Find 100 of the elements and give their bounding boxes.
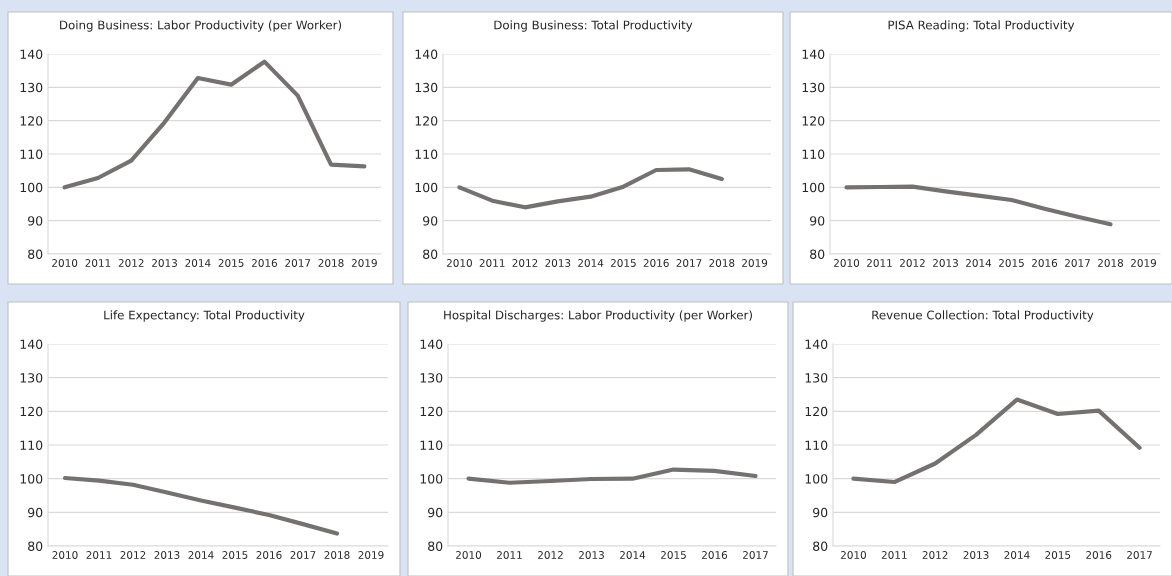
- chart-title: Doing Business: Labor Productivity (per Worker): [60, 20, 342, 32]
- x-tick-label: 2019: [358, 551, 384, 559]
- x-tick-label: 2014: [185, 259, 211, 267]
- x-tick-label: 2013: [154, 551, 180, 559]
- y-tick-label: 140: [420, 339, 443, 349]
- x-tick-label: 2011: [86, 551, 112, 559]
- y-tick-label: 120: [802, 116, 825, 126]
- y-tick-label: 80: [428, 541, 443, 551]
- y-tick-label: 100: [420, 474, 443, 484]
- x-tick-label: 2017: [676, 259, 702, 267]
- y-tick-label: 140: [415, 49, 438, 59]
- x-tick-label: 2017: [1065, 259, 1090, 267]
- line-series: [844, 184, 1113, 227]
- y-tick-label: 130: [805, 373, 828, 383]
- y-tick-label: 100: [20, 182, 43, 193]
- chart-title: PISA Reading: Total Productivity: [888, 20, 1075, 32]
- x-tick-label: 2014: [1004, 551, 1030, 559]
- y-tick-label: 90: [813, 507, 828, 518]
- x-tick-label: 2012: [538, 551, 563, 559]
- y-tick-label: 130: [802, 82, 825, 93]
- line-series: [457, 167, 724, 210]
- x-tick-label: 2018: [1098, 259, 1124, 267]
- x-tick-label: 2019: [742, 259, 768, 267]
- y-tick-label: 110: [415, 149, 438, 159]
- x-tick-label: 2015: [218, 259, 244, 267]
- x-tick-label: 2014: [188, 551, 214, 559]
- x-tick-label: 2012: [900, 259, 925, 267]
- x-tick-label: 2013: [963, 551, 989, 559]
- line-series: [62, 59, 367, 190]
- x-tick-label: 2015: [610, 259, 636, 267]
- x-tick-label: 2011: [881, 551, 907, 559]
- x-tick-label: 2010: [834, 259, 860, 267]
- y-tick-label: 140: [802, 49, 825, 59]
- y-tick-label: 100: [802, 182, 825, 193]
- x-tick-label: 2018: [318, 259, 344, 267]
- x-tick-label: 2011: [867, 259, 892, 267]
- x-tick-label: 2016: [256, 551, 282, 559]
- x-tick-label: 2013: [933, 259, 958, 267]
- x-tick-label: 2017: [743, 551, 768, 559]
- x-tick-label: 2013: [152, 259, 177, 267]
- x-tick-label: 2015: [1045, 551, 1071, 559]
- x-tick-label: 2019: [351, 259, 377, 267]
- y-tick-label: 140: [20, 49, 43, 59]
- y-tick-label: 80: [813, 541, 828, 551]
- y-tick-label: 80: [28, 249, 43, 259]
- y-tick-label: 80: [423, 249, 438, 259]
- y-tick-label: 90: [28, 507, 43, 518]
- y-tick-label: 110: [20, 149, 43, 159]
- chart-title: Revenue Collection: Total Productivity: [872, 310, 1094, 322]
- x-tick-label: 2014: [578, 259, 604, 267]
- y-tick-label: 90: [423, 216, 438, 226]
- x-tick-label: 2010: [52, 551, 78, 559]
- y-tick-label: 120: [20, 116, 43, 126]
- x-tick-label: 2012: [120, 551, 146, 559]
- chart-title: Hospital Discharges: Labor Productivity (per Worker): [444, 310, 752, 322]
- x-tick-label: 2015: [222, 551, 248, 559]
- x-tick-label: 2010: [840, 551, 866, 559]
- y-tick-label: 110: [802, 149, 825, 159]
- x-tick-label: 2015: [661, 551, 686, 559]
- x-tick-label: 2017: [1127, 551, 1152, 559]
- x-tick-label: 2010: [446, 259, 472, 267]
- y-tick-label: 120: [415, 116, 438, 126]
- chart-title: Doing Business: Total Productivity: [494, 20, 693, 32]
- x-tick-label: 2014: [620, 551, 646, 559]
- x-tick-label: 2013: [579, 551, 604, 559]
- y-tick-label: 120: [805, 406, 828, 417]
- x-tick-label: 2018: [709, 259, 735, 267]
- x-tick-label: 2015: [999, 259, 1024, 267]
- y-tick-label: 140: [805, 339, 828, 349]
- x-tick-label: 2011: [497, 551, 522, 559]
- x-tick-label: 2016: [251, 259, 278, 267]
- y-tick-label: 110: [20, 440, 43, 450]
- x-tick-label: 2016: [1086, 551, 1112, 559]
- y-tick-label: 100: [20, 474, 43, 484]
- y-tick-label: 90: [28, 216, 43, 226]
- chart-title: Life Expectancy: Total Productivity: [104, 310, 305, 322]
- y-tick-label: 110: [805, 440, 828, 450]
- x-tick-label: 2012: [922, 551, 948, 559]
- y-tick-label: 120: [20, 406, 43, 417]
- y-tick-label: 90: [810, 216, 825, 226]
- line-series: [851, 397, 1142, 485]
- x-tick-label: 2017: [285, 259, 311, 267]
- x-tick-label: 2010: [52, 259, 78, 267]
- x-tick-label: 2017: [290, 551, 316, 559]
- x-tick-label: 2013: [545, 259, 571, 267]
- y-tick-label: 140: [20, 339, 43, 349]
- x-tick-label: 2016: [643, 259, 669, 267]
- y-tick-label: 130: [20, 82, 43, 93]
- x-tick-label: 2018: [324, 551, 350, 559]
- y-tick-label: 80: [28, 541, 43, 551]
- y-tick-label: 90: [428, 507, 443, 518]
- x-tick-label: 2019: [1131, 259, 1157, 267]
- x-tick-label: 2016: [702, 551, 728, 559]
- x-tick-label: 2012: [118, 259, 144, 267]
- y-tick-label: 110: [420, 440, 443, 450]
- y-tick-label: 100: [805, 474, 828, 484]
- y-tick-label: 130: [420, 373, 443, 383]
- x-tick-label: 2016: [1032, 259, 1058, 267]
- y-tick-label: 130: [20, 373, 43, 383]
- y-tick-label: 100: [415, 182, 438, 193]
